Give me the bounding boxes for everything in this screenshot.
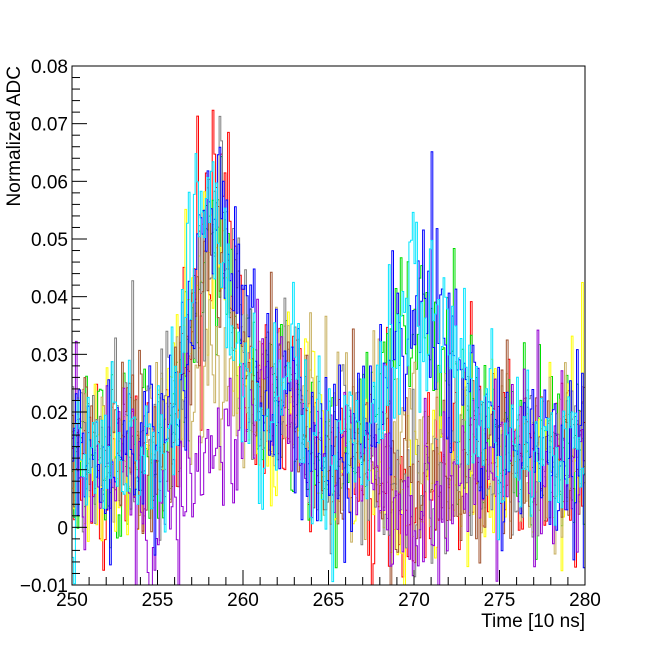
y-tick-label: 0.02 (31, 403, 68, 424)
y-tick-label: 0.04 (31, 288, 68, 309)
x-axis-title: Time [10 ns] (481, 611, 585, 632)
x-tick-label: 255 (142, 590, 174, 611)
waveform-series (72, 153, 585, 585)
y-tick-label: 0.08 (31, 57, 68, 78)
y-tick-label: 0.05 (31, 230, 68, 251)
x-tick-label: 250 (56, 590, 88, 611)
y-tick-label: 0.03 (31, 345, 68, 366)
y-tick-label: 0.07 (31, 115, 68, 136)
y-axis-ticks: −0.01 0 0.01 0.02 0.03 0.04 0.05 0.06 0.07 0.08 (20, 57, 87, 597)
y-tick-label: 0.01 (31, 461, 68, 482)
series-layer (72, 109, 585, 585)
x-tick-label: 270 (398, 590, 430, 611)
x-axis-ticks: 250 255 260 265 270 275 280 (56, 570, 601, 611)
y-tick-label: 0.06 (31, 172, 68, 193)
y-tick-label: −0.01 (20, 576, 68, 597)
x-tick-label: 260 (227, 590, 259, 611)
y-axis-title: Normalized ADC (4, 66, 25, 206)
y-tick-label: 0 (57, 518, 68, 539)
x-tick-label: 275 (484, 590, 516, 611)
x-tick-label: 280 (569, 590, 601, 611)
x-tick-label: 265 (313, 590, 345, 611)
